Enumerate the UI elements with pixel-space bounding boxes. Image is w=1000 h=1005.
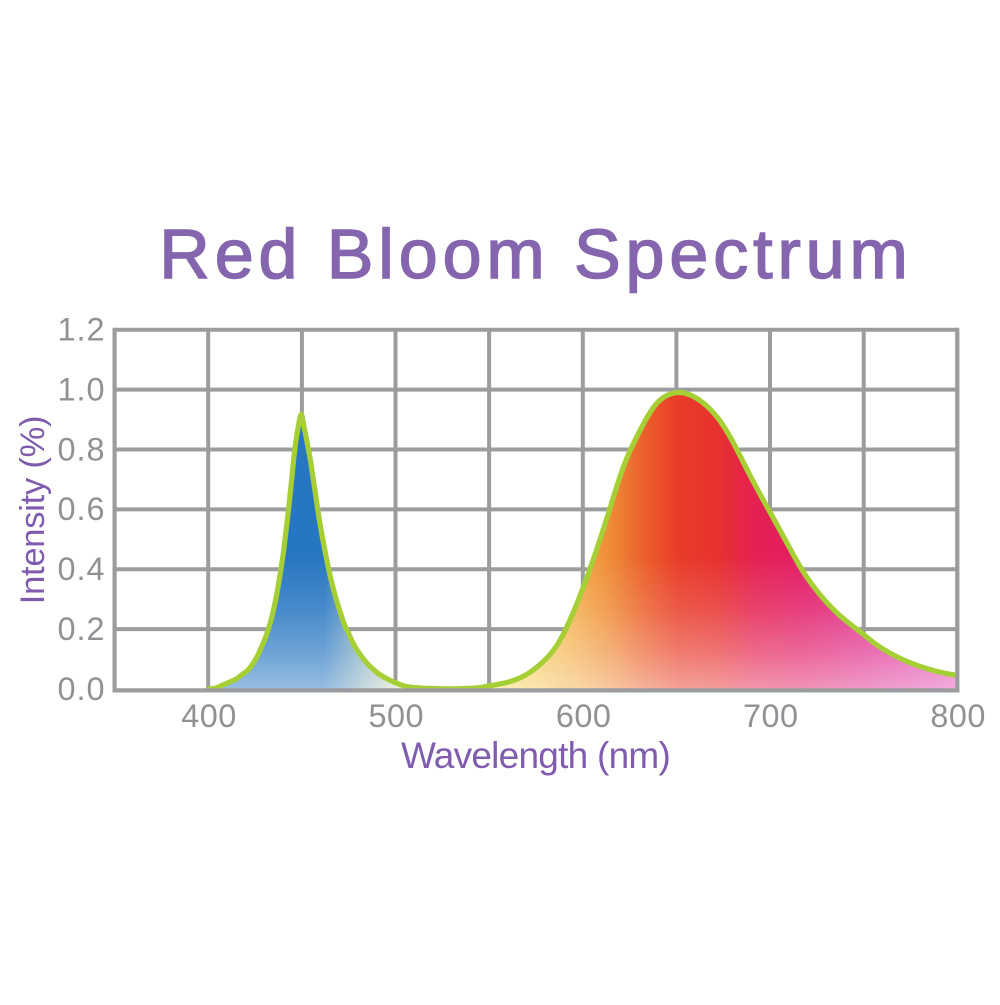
svg-text:0.0: 0.0 [57,671,105,707]
svg-text:0.4: 0.4 [57,551,105,587]
svg-text:1.0: 1.0 [57,371,105,407]
svg-text:500: 500 [369,698,425,734]
svg-text:0.6: 0.6 [57,491,105,527]
svg-text:1.2: 1.2 [57,312,105,348]
svg-text:600: 600 [556,698,612,734]
svg-text:0.8: 0.8 [57,431,105,467]
svg-text:400: 400 [181,698,237,734]
svg-text:800: 800 [930,698,986,734]
svg-text:Intensity (%): Intensity (%) [14,416,52,604]
svg-text:700: 700 [743,698,799,734]
svg-text:Wavelength (nm): Wavelength (nm) [401,735,670,776]
svg-text:Red Bloom Spectrum: Red Bloom Spectrum [159,215,912,293]
svg-text:0.2: 0.2 [57,611,105,647]
